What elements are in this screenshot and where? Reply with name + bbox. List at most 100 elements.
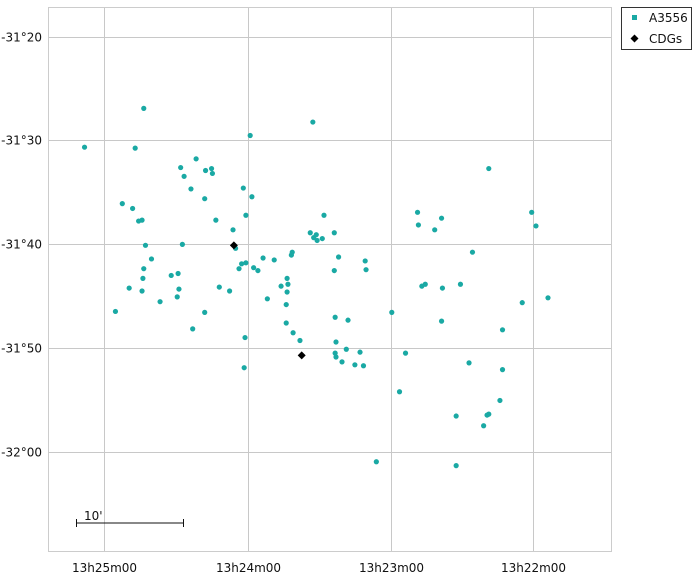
member-point (439, 285, 446, 291)
member-point (499, 367, 506, 373)
member-point (176, 286, 182, 292)
member-point (363, 267, 369, 273)
x-tick-label: 13h22m00 (501, 561, 566, 575)
member-point (243, 212, 249, 218)
member-point (285, 281, 291, 287)
series-cdgs (229, 241, 306, 360)
member-point (343, 346, 349, 352)
member-point (497, 397, 503, 404)
member-point (284, 289, 290, 295)
member-point (188, 186, 194, 192)
member-point (243, 260, 249, 266)
legend-marker-a3556 (632, 15, 637, 20)
scale-bar-label: 10' (84, 509, 103, 523)
member-point (335, 254, 342, 260)
member-point (141, 266, 147, 272)
member-point (202, 196, 208, 202)
member-point (136, 218, 142, 224)
member-point (333, 354, 339, 360)
grid-lines (48, 7, 612, 552)
member-point (432, 227, 438, 233)
member-point (284, 275, 290, 281)
member-point (396, 389, 403, 395)
member-point (239, 261, 245, 267)
member-point (307, 230, 313, 236)
member-point (339, 359, 345, 365)
y-tick-label: -31°20 (1, 31, 42, 45)
member-point (271, 257, 277, 263)
x-tick-label: 13h24m00 (216, 561, 281, 575)
member-point (112, 308, 119, 315)
member-point (242, 334, 248, 341)
member-point (290, 330, 296, 336)
member-point (226, 288, 233, 294)
member-point (213, 217, 219, 223)
member-point (190, 326, 196, 332)
data-points (81, 105, 551, 469)
member-point (453, 413, 459, 419)
member-point (142, 242, 149, 248)
member-point (545, 295, 551, 301)
member-point (389, 309, 395, 315)
member-point (255, 267, 261, 274)
member-point (357, 349, 363, 355)
member-point (486, 411, 492, 417)
member-point (486, 165, 492, 172)
scale-bar: 10' (76, 509, 184, 527)
y-tick-label: -31°50 (1, 342, 42, 356)
member-point (202, 167, 209, 174)
legend: A3556 CDGs (621, 7, 692, 50)
member-point (362, 258, 368, 264)
legend-label-cdgs: CDGs (649, 32, 682, 46)
member-point (139, 288, 145, 294)
member-point (209, 170, 216, 177)
member-point (332, 314, 338, 320)
member-point (119, 201, 125, 207)
cdg-point (229, 241, 238, 250)
member-point (140, 275, 146, 281)
y-tick-label: -31°30 (1, 134, 42, 148)
member-point (438, 318, 445, 324)
legend-marker-cdgs (630, 34, 639, 43)
member-point (179, 241, 185, 247)
x-tick-label: 13h23m00 (359, 561, 424, 575)
member-point (333, 339, 339, 345)
member-point (345, 317, 351, 323)
member-point (457, 281, 464, 287)
member-point (130, 205, 136, 212)
member-point (319, 235, 325, 242)
member-point (314, 237, 320, 244)
member-point (236, 266, 242, 272)
member-point (469, 249, 476, 255)
member-point (529, 209, 535, 215)
member-point (157, 299, 163, 305)
member-point (453, 463, 459, 469)
member-point (415, 222, 421, 228)
axis-labels: 13h25m00 13h24m00 13h23m00 13h22m00 -31°20 -3… (1, 31, 566, 576)
member-point (168, 272, 174, 279)
member-point (297, 337, 303, 344)
member-point (422, 281, 428, 287)
member-point (230, 227, 236, 233)
member-point (175, 270, 181, 277)
member-point (202, 309, 208, 315)
member-point (352, 362, 358, 368)
member-point (519, 300, 525, 306)
member-point (466, 360, 472, 366)
member-point (278, 283, 284, 289)
member-point (193, 156, 199, 162)
member-point (283, 320, 289, 326)
member-point (321, 212, 327, 218)
member-point (499, 327, 506, 333)
member-point (313, 232, 319, 238)
member-point (360, 363, 367, 369)
member-point (260, 255, 266, 261)
member-point (132, 145, 138, 151)
member-point (251, 265, 257, 271)
member-point (141, 105, 147, 111)
member-point (373, 459, 379, 465)
member-point (402, 350, 409, 356)
member-point (249, 194, 255, 200)
